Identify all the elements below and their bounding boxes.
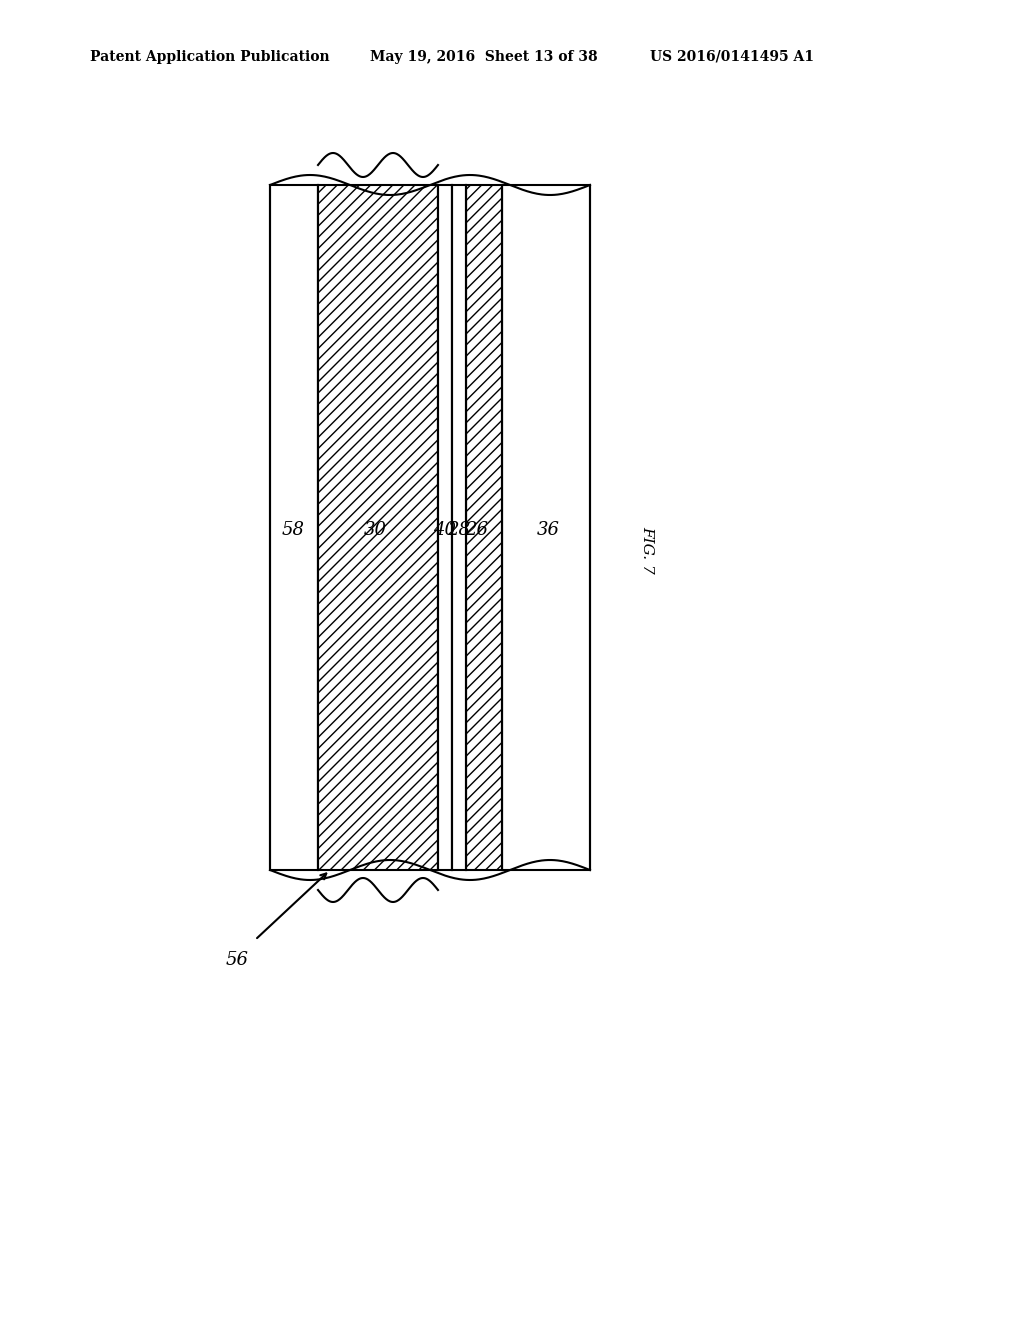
Text: 36: 36	[537, 521, 559, 539]
Text: May 19, 2016  Sheet 13 of 38: May 19, 2016 Sheet 13 of 38	[370, 50, 598, 63]
Bar	[438, 185, 452, 870]
Bar	[452, 185, 466, 870]
Text: US 2016/0141495 A1: US 2016/0141495 A1	[650, 50, 814, 63]
Text: FIG. 7: FIG. 7	[640, 527, 654, 574]
Bar	[318, 185, 438, 870]
Text: 58: 58	[282, 521, 304, 539]
Text: 56: 56	[225, 950, 249, 969]
Text: 26: 26	[466, 521, 488, 539]
Text: 28: 28	[447, 521, 470, 539]
Bar	[502, 185, 590, 870]
Text: 40: 40	[433, 521, 457, 539]
Text: 30: 30	[364, 521, 386, 539]
Text: Patent Application Publication: Patent Application Publication	[90, 50, 330, 63]
Bar	[270, 185, 318, 870]
Bar	[466, 185, 502, 870]
